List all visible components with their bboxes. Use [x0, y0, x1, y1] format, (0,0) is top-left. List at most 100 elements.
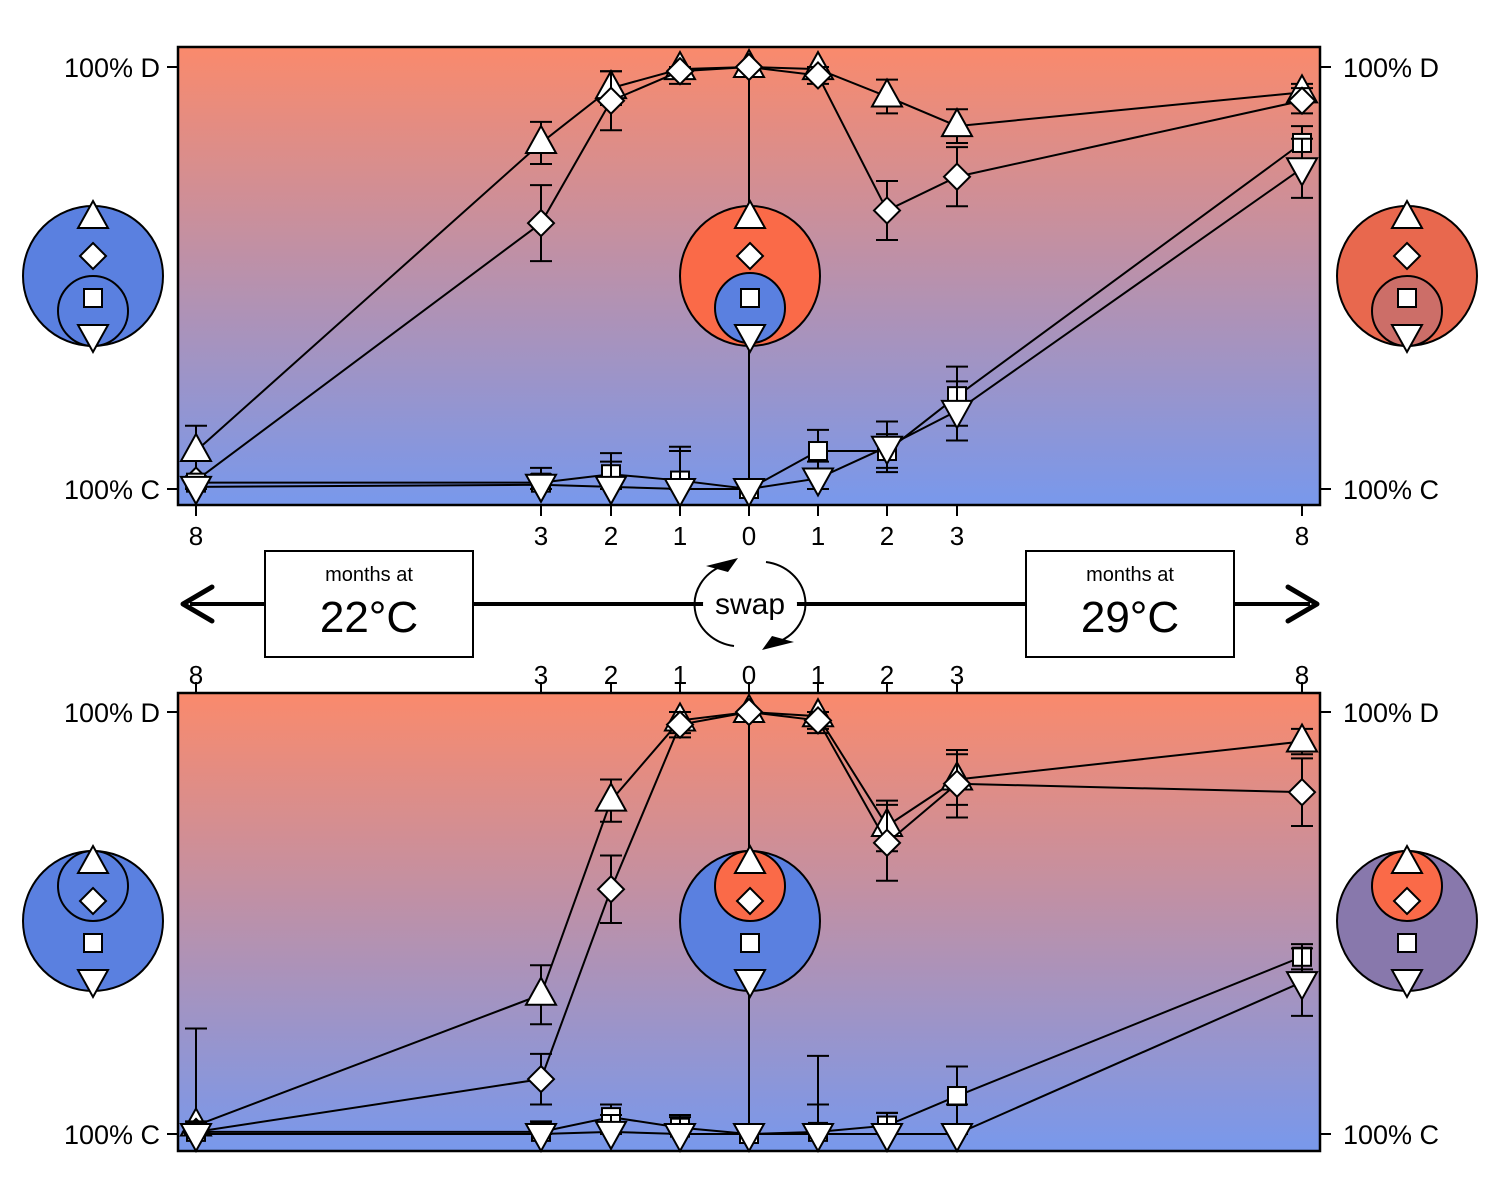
bottom-x-tick-label: 2 [880, 660, 894, 690]
top-point-triangle-down [663, 478, 697, 509]
top-point-triangle-up [940, 107, 974, 138]
bottom-x-tick-label: 3 [534, 660, 548, 690]
bottom-right-y-max-label: 100% D [1343, 698, 1439, 728]
top-right-y-max-label: 100% D [1343, 53, 1439, 83]
bottom-legend-marker-triangle-up [733, 843, 767, 874]
top-right-y-min-label: 100% C [1343, 475, 1439, 505]
right-box-caption: months at [1086, 564, 1174, 586]
right-temperature-box: months at 29°C [1025, 550, 1235, 658]
bottom-point-triangle-down [663, 1123, 697, 1154]
top-x-tick-label: 8 [1295, 521, 1309, 551]
bottom-x-tick-label: 1 [673, 660, 687, 690]
legend-markers [76, 198, 1424, 1000]
left-box-caption: months at [325, 564, 413, 586]
swap-arrow-top [706, 558, 738, 572]
top-point-triangle-down [594, 475, 628, 506]
top-point-diamond [734, 52, 764, 82]
bottom-point-diamond [872, 828, 902, 858]
bottom-legend-marker-triangle-down [76, 969, 110, 1000]
top-x-tick-label: 3 [534, 521, 548, 551]
bottom-point-triangle-up [524, 975, 558, 1006]
top-legend-marker-square [83, 288, 103, 308]
left-temperature-box-frame [264, 550, 474, 658]
bottom-legend-marker-square [83, 933, 103, 953]
swap-arc-right [765, 561, 807, 643]
top-x-tick-label: 2 [604, 521, 618, 551]
bottom-point-triangle-down [1285, 971, 1319, 1002]
top-legend-marker-triangle-down [1390, 324, 1424, 355]
bottom-point-triangle-down [524, 1123, 558, 1154]
top-point-diamond [872, 196, 902, 225]
bottom-legend-marker-triangle-down [733, 969, 767, 1000]
top-point-triangle-up [524, 123, 558, 154]
top-legend-marker-triangle-up [1390, 198, 1424, 229]
bottom-legend-marker-triangle-up [76, 843, 110, 874]
top-point-triangle-up [870, 77, 904, 108]
top-legend-marker-square [740, 288, 760, 308]
bottom-x-tick-label: 2 [604, 660, 618, 690]
bottom-legend-marker-diamond [78, 886, 108, 916]
top-point-diamond [596, 86, 626, 116]
top-panel: 100% D 100% C 100% D 100% C 8 3 2 1 0 1 2 3 8 [64, 45, 1439, 551]
top-left-y-axis: 100% D 100% C [64, 53, 178, 505]
bottom-legend-marker-triangle-down [1390, 969, 1424, 1000]
top-point-triangle-down [940, 399, 974, 430]
bottom-legend-marker-diamond [1392, 886, 1422, 916]
top-x-tick-label: 2 [880, 521, 894, 551]
bottom-point-diamond [526, 1064, 556, 1094]
top-x-axis: 8 3 2 1 0 1 2 3 8 [189, 505, 1309, 551]
bottom-point-triangle-down [801, 1123, 835, 1154]
top-series-triangle-down [179, 137, 1319, 509]
top-series-diamond [181, 52, 1317, 495]
bottom-left-y-min-label: 100% C [64, 1120, 160, 1150]
top-right-y-axis: 100% D 100% C [1320, 53, 1439, 505]
top-point-triangle-down [1285, 157, 1319, 188]
top-legend-marker-triangle-down [733, 324, 767, 355]
bottom-left-y-axis: 100% D 100% C [64, 698, 178, 1150]
left-temperature-box: months at 22°C [264, 550, 474, 658]
bottom-x-tick-label: 0 [742, 660, 756, 690]
top-point-diamond [803, 61, 833, 90]
left-arrowhead [180, 584, 215, 624]
top-point-diamond [1287, 86, 1317, 116]
bottom-x-tick-label: 8 [189, 660, 203, 690]
top-left-y-min-label: 100% C [64, 475, 160, 505]
bottom-point-diamond [734, 697, 764, 727]
bottom-point-diamond [942, 769, 972, 799]
top-legend-marker-square [1397, 288, 1417, 308]
top-point-triangle-down [801, 467, 835, 498]
top-point-diamond [526, 208, 556, 238]
top-point-diamond [942, 162, 972, 192]
bottom-left-legend [22, 850, 164, 992]
bottom-series-triangle-down [179, 947, 1319, 1154]
bottom-point-triangle-down [179, 1123, 213, 1154]
top-point-triangle-down [179, 475, 213, 506]
bottom-x-tick-label: 1 [811, 660, 825, 690]
swap-indicator: swap [693, 558, 807, 650]
bottom-point-triangle-down [594, 1120, 628, 1151]
bottom-point-square [947, 1086, 967, 1107]
bottom-legend-marker-diamond [735, 886, 765, 916]
top-plot-frame [176, 45, 1322, 507]
bottom-x-tick-label: 8 [1295, 660, 1309, 690]
top-legend-marker-diamond [1392, 241, 1422, 271]
bottom-point-triangle-down [940, 1123, 974, 1154]
right-arrowhead [1285, 584, 1320, 624]
bottom-legend-marker-square [1397, 933, 1417, 953]
right-temperature-box-frame [1025, 550, 1235, 658]
right-box-temperature: 29°C [1081, 593, 1179, 642]
bottom-x-axis: 8 3 2 1 0 1 2 3 8 [189, 660, 1309, 693]
top-x-tick-label: 8 [189, 521, 203, 551]
top-point-triangle-down [732, 478, 766, 509]
top-x-tick-label: 0 [742, 521, 756, 551]
top-x-tick-label: 1 [811, 521, 825, 551]
bottom-right-y-axis: 100% D 100% C [1320, 698, 1439, 1150]
bottom-right-y-min-label: 100% C [1343, 1120, 1439, 1150]
top-legend-marker-triangle-up [76, 198, 110, 229]
swap-arrow-bottom [762, 636, 794, 650]
top-point-diamond [665, 56, 695, 86]
bottom-panel: 100% D 100% C 100% D 100% C 8 3 2 1 0 1 2 3 8 [64, 660, 1439, 1154]
top-legend-marker-diamond [78, 241, 108, 271]
top-x-tick-label: 3 [950, 521, 964, 551]
